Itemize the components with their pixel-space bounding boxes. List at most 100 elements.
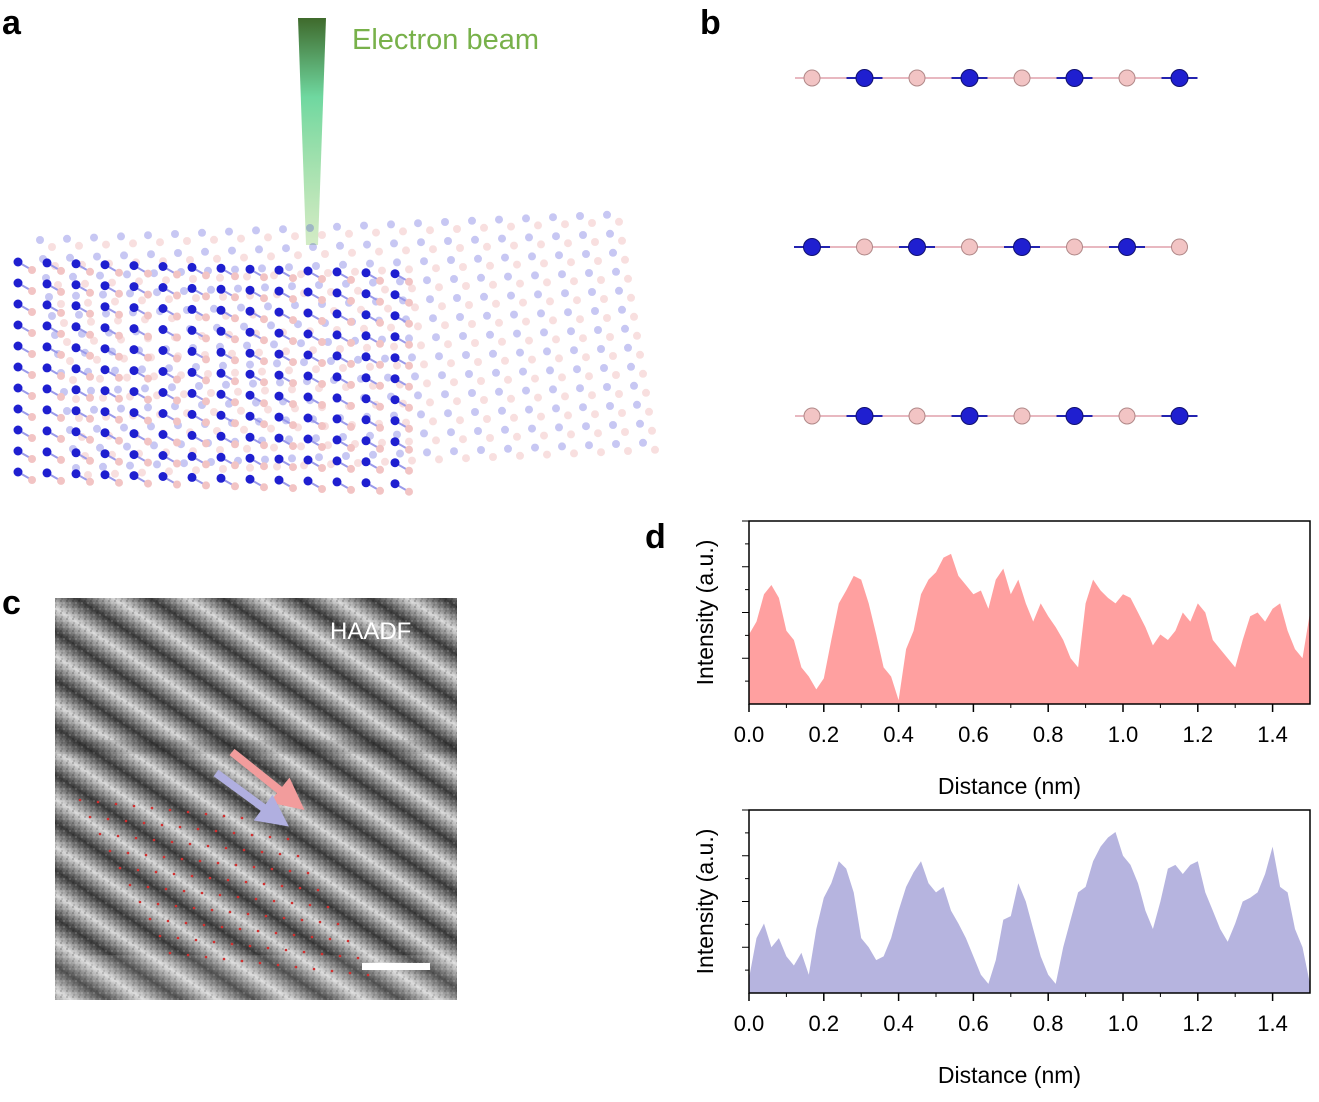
boron-atom	[216, 273, 224, 282]
nitrogen-atom	[99, 290, 107, 299]
boron-atom	[639, 369, 647, 378]
boron-atom	[243, 444, 251, 453]
nitrogen-atom	[332, 393, 342, 403]
nitrogen-atom	[1170, 69, 1189, 87]
nitrogen-atom	[282, 244, 290, 253]
boron-atom	[204, 370, 212, 378]
nitrogen-atom	[361, 415, 371, 425]
boron-atom	[489, 280, 497, 289]
nitrogen-atom	[158, 283, 168, 292]
boron-atom	[645, 407, 653, 416]
atom-marker	[240, 816, 244, 820]
atom-marker	[168, 808, 172, 812]
nitrogen-atom	[216, 368, 226, 378]
boron-atom	[115, 373, 123, 382]
boron-atom	[86, 309, 94, 318]
nitrogen-atom	[129, 366, 139, 376]
nitrogen-atom	[444, 237, 452, 245]
nitrogen-atom	[71, 406, 81, 416]
boron-atom	[564, 239, 572, 248]
atom-marker	[210, 908, 214, 912]
boron-atom	[525, 336, 533, 345]
nitrogen-atom	[245, 453, 255, 463]
atom-marker	[124, 819, 128, 823]
nitrogen-atom	[71, 385, 81, 395]
nitrogen-atom	[158, 325, 168, 334]
atom-marker	[274, 931, 278, 935]
atom-marker	[214, 829, 218, 833]
x-tick-label: 0.6	[958, 722, 989, 747]
boron-atom	[231, 314, 239, 323]
nitrogen-atom	[42, 384, 52, 394]
atom-marker	[318, 920, 322, 924]
nitrogen-atom	[390, 353, 400, 363]
nitrogen-atom	[618, 305, 626, 314]
nitrogen-atom	[245, 327, 255, 337]
nitrogen-atom	[243, 341, 251, 350]
nitrogen-atom	[99, 462, 107, 471]
atom-marker	[204, 955, 208, 959]
boron-atom	[519, 298, 527, 307]
nitrogen-atom	[519, 367, 527, 376]
nitrogen-atom	[393, 258, 401, 267]
x-tick-label: 1.4	[1257, 1011, 1288, 1036]
nitrogen-atom	[225, 227, 233, 236]
atom-marker	[302, 950, 306, 954]
boron-atom	[318, 359, 326, 367]
boron-atom	[501, 356, 509, 365]
nitrogen-atom	[435, 352, 443, 361]
nitrogen-atom	[147, 250, 155, 259]
nitrogen-atom	[129, 429, 139, 439]
nitrogen-atom	[231, 265, 239, 274]
nitrogen-atom	[100, 428, 110, 438]
boron-atom	[376, 381, 384, 390]
nitrogen-atom	[71, 343, 81, 353]
boron-atom	[405, 277, 413, 286]
boron-atom	[648, 426, 656, 435]
nitrogen-atom	[555, 423, 563, 432]
atom-marker	[238, 927, 242, 931]
nitrogen-atom	[534, 290, 542, 299]
nitrogen-atom	[75, 310, 83, 319]
boron-atom	[289, 358, 297, 367]
boron-atom	[627, 293, 635, 302]
nitrogen-atom	[558, 442, 566, 451]
nitrogen-atom	[71, 301, 81, 311]
nitrogen-atom	[552, 404, 560, 413]
boron-atom	[376, 318, 384, 327]
boron-atom	[459, 435, 467, 444]
nitrogen-atom	[207, 285, 215, 294]
nitrogen-atom	[285, 435, 293, 444]
boron-atom	[376, 444, 384, 453]
boron-atom	[405, 437, 413, 446]
boron-atom	[318, 485, 326, 493]
panel-label-b: b	[700, 4, 721, 42]
atom-marker	[280, 884, 284, 888]
nitrogen-atom	[633, 400, 641, 409]
nitrogen-atom	[261, 283, 269, 292]
boron-atom	[564, 411, 572, 420]
atom-marker	[220, 925, 224, 929]
nitrogen-atom	[158, 262, 168, 271]
boron-atom	[144, 437, 152, 446]
atom-marker	[330, 969, 334, 973]
boron-atom	[537, 240, 545, 249]
boron-atom	[129, 239, 137, 248]
x-tick-label: 0.6	[958, 1011, 989, 1036]
boron-atom	[57, 434, 65, 443]
nitrogen-atom	[245, 285, 255, 295]
nitrogen-atom	[71, 364, 81, 374]
boron-atom	[294, 251, 302, 260]
atom-marker	[184, 921, 188, 925]
nitrogen-atom	[333, 222, 341, 231]
boron-atom	[507, 222, 515, 231]
nitrogen-atom	[420, 257, 428, 266]
nitrogen-atom	[483, 311, 491, 320]
boron-atom	[86, 330, 94, 339]
atom-marker	[128, 883, 132, 887]
boron-atom	[411, 303, 419, 312]
intensity-area	[749, 832, 1310, 993]
boron-atom	[28, 329, 36, 337]
boron-atom	[63, 338, 71, 346]
